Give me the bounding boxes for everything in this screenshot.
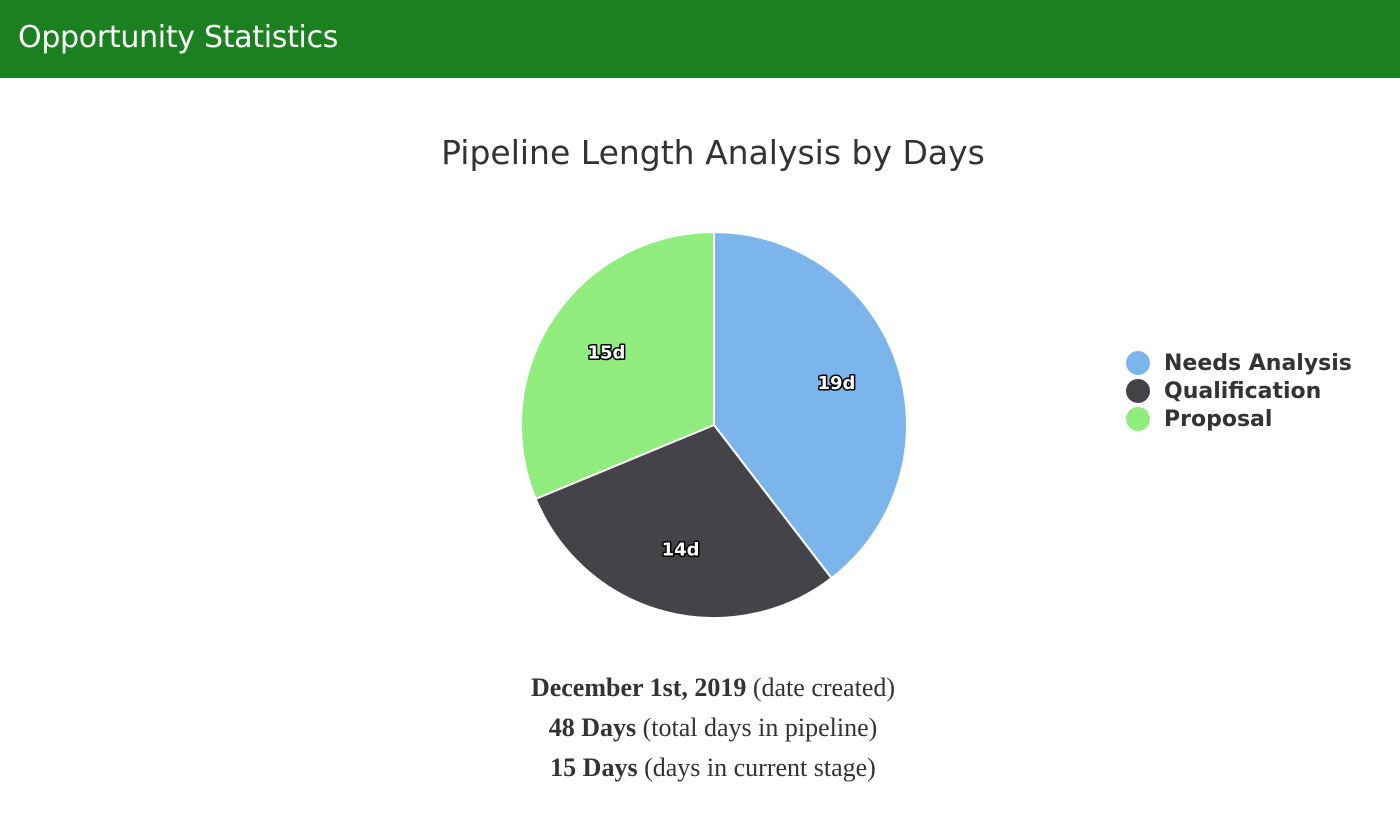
legend-item-proposal[interactable]: Proposal xyxy=(1126,405,1352,433)
legend-item-needs-analysis[interactable]: Needs Analysis xyxy=(1126,349,1352,377)
data-label-needs-analysis: 19d xyxy=(817,373,855,394)
pie-slice-qualification[interactable] xyxy=(534,424,833,619)
legend-marker-icon xyxy=(1126,351,1150,375)
legend-label: Proposal xyxy=(1164,406,1273,432)
chart-title: Pipeline Length Analysis by Days xyxy=(441,133,985,172)
data-label-qualification: 14d xyxy=(662,539,700,560)
legend-item-qualification[interactable]: Qualification xyxy=(1126,377,1352,405)
legend-label: Qualification xyxy=(1164,378,1322,404)
pie-slice-proposal[interactable] xyxy=(520,231,715,500)
page-title: Opportunity Statistics xyxy=(18,20,339,55)
opportunity-summary: December 1st, 2019 (date created) 48 Day… xyxy=(0,668,1400,788)
legend-marker-icon xyxy=(1126,407,1150,431)
date-created-note: (date created) xyxy=(752,673,896,702)
legend-label: Needs Analysis xyxy=(1164,350,1352,376)
header-bar: Opportunity Statistics xyxy=(0,0,1400,78)
current-stage-note: (days in current stage) xyxy=(644,753,876,782)
total-days-value: 48 Days xyxy=(548,713,637,742)
current-stage-value: 15 Days xyxy=(550,753,638,782)
legend-marker-icon xyxy=(1126,379,1150,403)
pie-slice-needs-analysis[interactable] xyxy=(713,231,908,580)
data-label-proposal: 15d xyxy=(588,343,626,364)
total-days-note: (total days in pipeline) xyxy=(642,713,878,742)
date-created-line: December 1st, 2019 (date created) xyxy=(0,668,1400,708)
current-stage-line: 15 Days (days in current stage) xyxy=(0,748,1400,788)
total-days-line: 48 Days (total days in pipeline) xyxy=(0,708,1400,748)
chart-legend: Needs Analysis Qualification Proposal xyxy=(1126,349,1352,433)
date-created-value: December 1st, 2019 xyxy=(530,673,747,702)
